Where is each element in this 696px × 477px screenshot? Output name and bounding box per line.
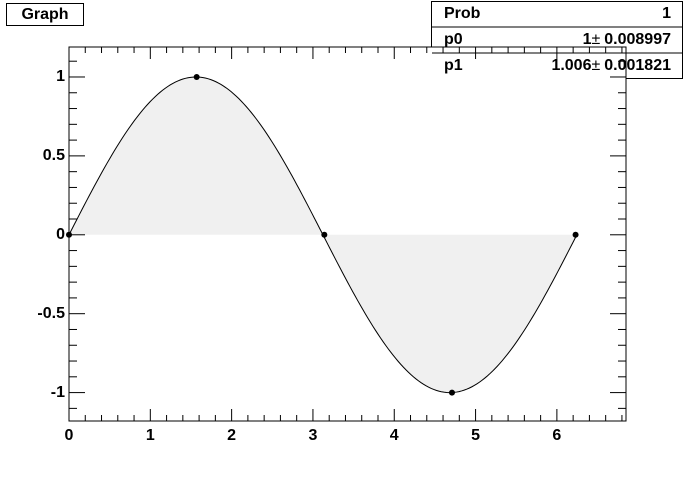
x-tick-label: 1	[146, 427, 155, 444]
stats-separator: ±	[591, 31, 600, 48]
stats-name: p0	[444, 31, 463, 48]
x-tick-label: 2	[227, 427, 236, 444]
stats-value: 1.006± 0.001821	[551, 57, 671, 74]
title-box	[6, 3, 84, 26]
data-point	[572, 231, 579, 238]
data-point	[321, 231, 328, 238]
data-point	[66, 231, 72, 238]
y-tick-label: -0.5	[37, 305, 65, 322]
y-tick-label: 0	[56, 226, 65, 243]
stats-value-number: 1.006	[551, 57, 591, 74]
stats-error: 0.001821	[604, 57, 671, 74]
data-point	[448, 389, 455, 396]
y-tick-label: 0.5	[43, 147, 65, 164]
y-tick-label: 1	[56, 68, 65, 85]
chart-title: Graph	[21, 6, 68, 23]
stats-separator: ±	[591, 57, 600, 74]
stats-value-number: 1	[583, 31, 592, 48]
x-tick-label: 4	[390, 427, 399, 444]
x-tick-label: 0	[65, 427, 74, 444]
x-tick-label: 3	[308, 427, 317, 444]
stats-value: 1	[662, 5, 671, 22]
stats-name: p1	[444, 57, 463, 74]
data-point	[193, 73, 200, 80]
x-tick-label: 6	[552, 427, 561, 444]
x-tick-label: 5	[471, 427, 480, 444]
y-tick-label: -1	[51, 384, 65, 401]
stats-error: 0.008997	[604, 31, 671, 48]
stats-name: Prob	[444, 5, 481, 22]
stats-value: 1± 0.008997	[583, 31, 672, 48]
